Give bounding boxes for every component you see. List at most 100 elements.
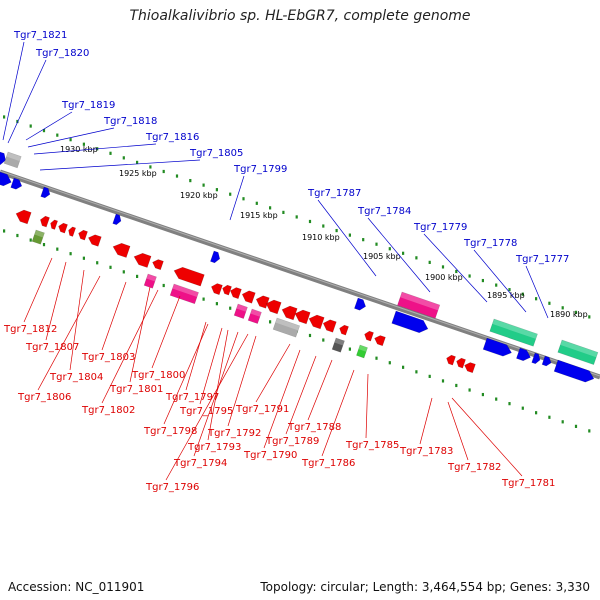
- gene-label-bottom: Tgr7_1798: [143, 426, 197, 437]
- accession-text: Accession: NC_011901: [8, 580, 145, 594]
- leader-line: [2, 41, 25, 141]
- cds-forward-arrow: [210, 130, 263, 264]
- tick-mark: [441, 265, 445, 269]
- misc-feature-box: [356, 344, 368, 359]
- gene-label-bottom: Tgr7_1783: [399, 446, 453, 457]
- tick-mark: [362, 238, 365, 242]
- gene-label-bottom: Tgr7_1795: [179, 406, 233, 417]
- leader-line: [151, 295, 181, 369]
- leader-line: [365, 373, 369, 439]
- leader-line: [23, 257, 53, 323]
- cds-forward-arrow: [354, 155, 416, 311]
- gene-label-top: Tgr7_1787: [307, 188, 361, 199]
- tick-mark: [495, 283, 498, 287]
- tick-mark: [308, 219, 312, 224]
- tick-mark: [322, 224, 325, 228]
- gene-label-bottom: Tgr7_1791: [235, 404, 289, 415]
- tick-mark: [548, 301, 551, 305]
- leader-line: [451, 397, 523, 477]
- rna-box: [489, 318, 538, 347]
- gene-label-bottom: Tgr7_1806: [17, 392, 71, 403]
- kbp-tick-label: 1890 kbp: [550, 310, 588, 319]
- tick-mark: [202, 297, 205, 301]
- tick-mark: [229, 306, 232, 310]
- cds-reverse-arrow: [464, 190, 535, 374]
- tick-mark: [375, 242, 378, 246]
- leader-line: [229, 175, 245, 221]
- tick-mark: [82, 256, 85, 260]
- leader-line: [367, 217, 431, 293]
- tick-mark: [415, 370, 418, 374]
- kbp-tick-label: 1915 kbp: [240, 211, 278, 220]
- cds-reverse-arrow: [241, 152, 303, 304]
- leader-line: [199, 327, 223, 405]
- tick-mark: [521, 406, 524, 410]
- gene-label-bottom: Tgr7_1812: [3, 324, 57, 335]
- gene-label-bottom: Tgr7_1788: [287, 422, 341, 433]
- tick-mark: [29, 238, 32, 242]
- gene-label-bottom: Tgr7_1800: [131, 370, 185, 381]
- cds-forward-arrow: [531, 184, 599, 364]
- cds-reverse-arrow: [222, 149, 279, 296]
- cds-reverse-arrow: [281, 160, 348, 321]
- leader-line: [317, 199, 377, 277]
- genome-backbone-highlight: [0, 170, 600, 377]
- tick-mark: [508, 402, 511, 406]
- gene-label-bottom: Tgr7_1796: [145, 482, 199, 493]
- kbp-tick-label: 1905 kbp: [363, 252, 401, 261]
- gene-label-bottom: Tgr7_1789: [265, 436, 319, 447]
- leader-line: [193, 331, 239, 457]
- rna-box: [169, 283, 199, 305]
- tick-mark: [189, 178, 192, 183]
- gene-label-top: Tgr7_1805: [189, 148, 243, 159]
- tick-mark: [295, 215, 298, 219]
- tick-mark: [56, 247, 59, 251]
- tick-mark: [574, 310, 578, 314]
- tick-mark: [215, 188, 218, 192]
- tick-mark: [42, 128, 46, 133]
- cds-forward-arrow: [553, 359, 595, 383]
- leader-line: [207, 329, 229, 441]
- cds-reverse-arrow: [68, 118, 113, 237]
- cds-reverse-arrow: [152, 136, 206, 271]
- tick-mark: [122, 270, 125, 274]
- leader-line: [33, 143, 157, 155]
- tick-mark: [335, 228, 338, 233]
- tick-mark: [468, 388, 471, 392]
- tick-mark: [508, 288, 511, 292]
- tick-mark: [388, 247, 391, 251]
- tick-mark: [561, 420, 564, 424]
- leader-line: [227, 335, 257, 427]
- cds-reverse-arrow: [58, 116, 105, 234]
- gene-label-bottom: Tgr7_1793: [187, 442, 241, 453]
- tick-mark: [3, 229, 6, 233]
- tick-mark: [162, 169, 165, 174]
- tick-mark: [202, 183, 205, 187]
- tick-mark: [69, 138, 72, 142]
- cds-forward-arrow: [516, 181, 589, 361]
- rna-box: [233, 303, 248, 319]
- tick-mark: [561, 306, 564, 310]
- cds-reverse-arrow: [112, 127, 170, 258]
- leader-line: [263, 349, 301, 449]
- cds-reverse-arrow: [339, 170, 402, 336]
- leader-line: [101, 281, 127, 351]
- tick-mark: [96, 261, 99, 265]
- gene-label-top: Tgr7_1784: [357, 206, 411, 217]
- gene-label-bottom: Tgr7_1794: [173, 458, 227, 469]
- leader-line: [447, 401, 469, 461]
- tick-mark: [82, 142, 85, 146]
- tick-mark: [588, 315, 591, 319]
- gene-label-top: Tgr7_1821: [13, 30, 67, 41]
- gene-label-bottom: Tgr7_1803: [81, 352, 135, 363]
- kbp-tick-label: 1910 kbp: [302, 233, 340, 242]
- gene-label-top: Tgr7_1799: [233, 164, 287, 175]
- tick-mark: [375, 356, 378, 360]
- tick-mark: [109, 265, 112, 269]
- leader-line: [185, 321, 207, 391]
- cds-reverse-arrow: [40, 113, 86, 228]
- cds-reverse-arrow: [294, 162, 361, 325]
- gene-label-bottom: Tgr7_1781: [501, 478, 555, 489]
- tick-mark: [56, 133, 59, 137]
